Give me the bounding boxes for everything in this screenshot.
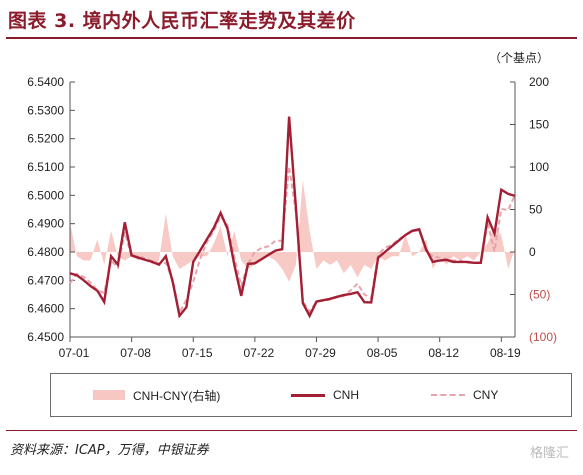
y-right-tick-label: 50 [529, 203, 543, 217]
x-tick-label: 08-12 [428, 346, 459, 360]
y-right-tick-label: 150 [529, 118, 549, 132]
y-left-tick-label: 6.5400 [27, 75, 64, 89]
y-left-tick-label: 6.4900 [27, 217, 64, 231]
y-left-tick-label: 6.5100 [27, 160, 64, 174]
legend-swatch-cny [431, 394, 465, 396]
x-tick-label: 07-01 [59, 346, 90, 360]
y-left-tick-label: 6.5200 [27, 132, 64, 146]
x-tick-label: 08-19 [490, 346, 521, 360]
legend-item-cnh: CNH [291, 374, 359, 416]
series-line-cnh [69, 116, 516, 319]
y-left-tick-label: 6.5000 [27, 188, 64, 202]
legend-item-spread: CNH-CNY(右轴) [93, 374, 220, 416]
y-right-tick-label: 100 [529, 160, 549, 174]
y-left-tick-label: 6.4600 [27, 302, 64, 316]
y-right-tick-label: 200 [529, 75, 549, 89]
x-tick-label: 07-08 [120, 346, 151, 360]
legend-item-cny: CNY [431, 374, 498, 416]
y-right-tick-label: (100) [529, 330, 557, 344]
y-left-tick-label: 6.4700 [27, 273, 64, 287]
series-area-spread [70, 179, 515, 282]
series-line-cny [69, 166, 516, 316]
y-left-tick-label: 6.4800 [27, 245, 64, 259]
y-left-tick-label: 6.5300 [27, 103, 64, 117]
x-tick-label: 08-05 [367, 346, 398, 360]
chart-legend: CNH-CNY(右轴) CNH CNY [50, 373, 572, 417]
legend-swatch-cnh [291, 393, 325, 397]
legend-swatch-spread [93, 390, 125, 400]
watermark: 格隆汇 [529, 446, 569, 461]
source-rule [6, 430, 577, 431]
legend-label-spread: CNH-CNY(右轴) [133, 388, 221, 403]
y-right-unit-label: （个基点） [489, 51, 549, 65]
x-tick-label: 07-29 [305, 346, 336, 360]
legend-label-cny: CNY [473, 388, 499, 402]
y-right-tick-label: (50) [529, 288, 550, 302]
y-right-tick-label: 0 [529, 245, 536, 259]
source-note: 资料来源：ICAP，万得，中银证券 [10, 443, 209, 458]
x-tick-label: 07-15 [182, 346, 213, 360]
title-rule [6, 37, 577, 39]
y-left-tick-label: 6.4500 [27, 330, 64, 344]
legend-label-cnh: CNH [333, 388, 359, 402]
fx-chart: 6.5400 6.5300 6.5200 6.5100 6.5000 6.4900 6.48… [27, 51, 557, 360]
x-tick-label: 07-22 [243, 346, 274, 360]
chart-title: 图表 3. 境内外人民币汇率走势及其差价 [8, 10, 356, 32]
